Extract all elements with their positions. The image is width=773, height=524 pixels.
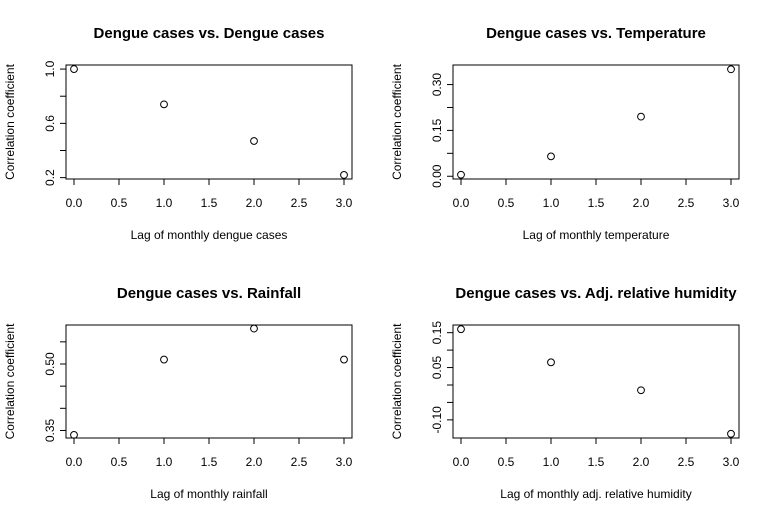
x-tick-label: 0.0 [66, 455, 83, 469]
data-point [637, 112, 645, 121]
x-tick-label: 2.5 [678, 455, 695, 469]
x-tick-label: 1.0 [543, 196, 560, 210]
y-tick-label: 0.35 [43, 418, 57, 442]
x-tick-label: 0.0 [453, 196, 470, 210]
x-tick-label: 2.0 [633, 455, 650, 469]
x-tick-label: 1.5 [588, 455, 605, 469]
x-tick-label: 3.0 [336, 455, 353, 469]
x-tick-label: 0.5 [111, 196, 128, 210]
y-tick-label: 1.0 [43, 60, 57, 77]
chart-title: Dengue cases vs. Temperature [486, 25, 706, 42]
data-point [250, 137, 258, 145]
x-tick-label: 3.0 [723, 455, 740, 469]
plot-frame [65, 64, 353, 180]
x-tick-label: 3.0 [723, 196, 740, 210]
y-tick-label: 0.15 [430, 118, 444, 142]
data-point [250, 324, 258, 333]
data-point [340, 355, 348, 364]
chart-title: Dengue cases vs. Rainfall [117, 285, 301, 302]
data-point [70, 430, 78, 439]
x-tick-label: 1.0 [543, 455, 560, 469]
data-point [70, 65, 78, 73]
x-axis-label: Lag of monthly adj. relative humidity [500, 487, 691, 501]
x-tick-label: 1.5 [201, 455, 218, 469]
y-tick-label: 0.30 [430, 73, 444, 97]
data-point [160, 355, 168, 364]
x-axis-label: Lag of monthly temperature [523, 228, 670, 242]
y-tick-label: 0.2 [43, 169, 57, 186]
x-tick-label: 1.0 [156, 196, 173, 210]
y-axis-label: Correlation coefficient [3, 323, 17, 440]
data-point [547, 358, 555, 367]
y-tick-label: 0.50 [43, 352, 57, 376]
x-tick-label: 2.0 [246, 196, 263, 210]
y-tick-label: 0.00 [430, 164, 444, 188]
x-tick-label: 0.5 [111, 455, 128, 469]
data-point [727, 65, 735, 74]
data-point [457, 170, 465, 179]
chart-title: Dengue cases vs. Dengue cases [94, 25, 325, 42]
chart-title: Dengue cases vs. Adj. relative humidity [455, 285, 737, 302]
y-axis-label: Correlation coefficient [390, 323, 404, 440]
x-tick-label: 2.5 [291, 455, 308, 469]
x-tick-label: 2.0 [246, 455, 263, 469]
x-tick-label: 0.0 [66, 196, 83, 210]
x-tick-label: 3.0 [336, 196, 353, 210]
x-tick-label: 2.5 [291, 196, 308, 210]
x-axis-label: Lag of monthly rainfall [150, 487, 267, 501]
x-tick-label: 1.0 [156, 455, 173, 469]
y-axis-label: Correlation coefficient [3, 63, 17, 180]
y-axis-label: Correlation coefficient [390, 63, 404, 180]
x-tick-label: 0.5 [498, 455, 515, 469]
data-point [340, 171, 348, 179]
y-tick-label: 0.15 [430, 321, 444, 345]
x-tick-label: 2.0 [633, 196, 650, 210]
x-tick-label: 1.5 [588, 196, 605, 210]
x-axis-label: Lag of monthly dengue cases [131, 228, 288, 242]
data-point [637, 386, 645, 395]
data-point [727, 429, 735, 438]
data-point [457, 325, 465, 334]
plot-frame [452, 324, 740, 439]
x-tick-label: 2.5 [678, 196, 695, 210]
y-tick-label: 0.6 [43, 115, 57, 132]
plot-frame [65, 324, 353, 439]
plot-frame [452, 64, 740, 180]
data-point [160, 100, 168, 109]
data-point [547, 152, 555, 161]
y-tick-label: -0.10 [430, 406, 444, 434]
x-tick-label: 0.0 [453, 455, 470, 469]
y-tick-label: 0.05 [430, 356, 444, 380]
x-tick-label: 0.5 [498, 196, 515, 210]
x-tick-label: 1.5 [201, 196, 218, 210]
